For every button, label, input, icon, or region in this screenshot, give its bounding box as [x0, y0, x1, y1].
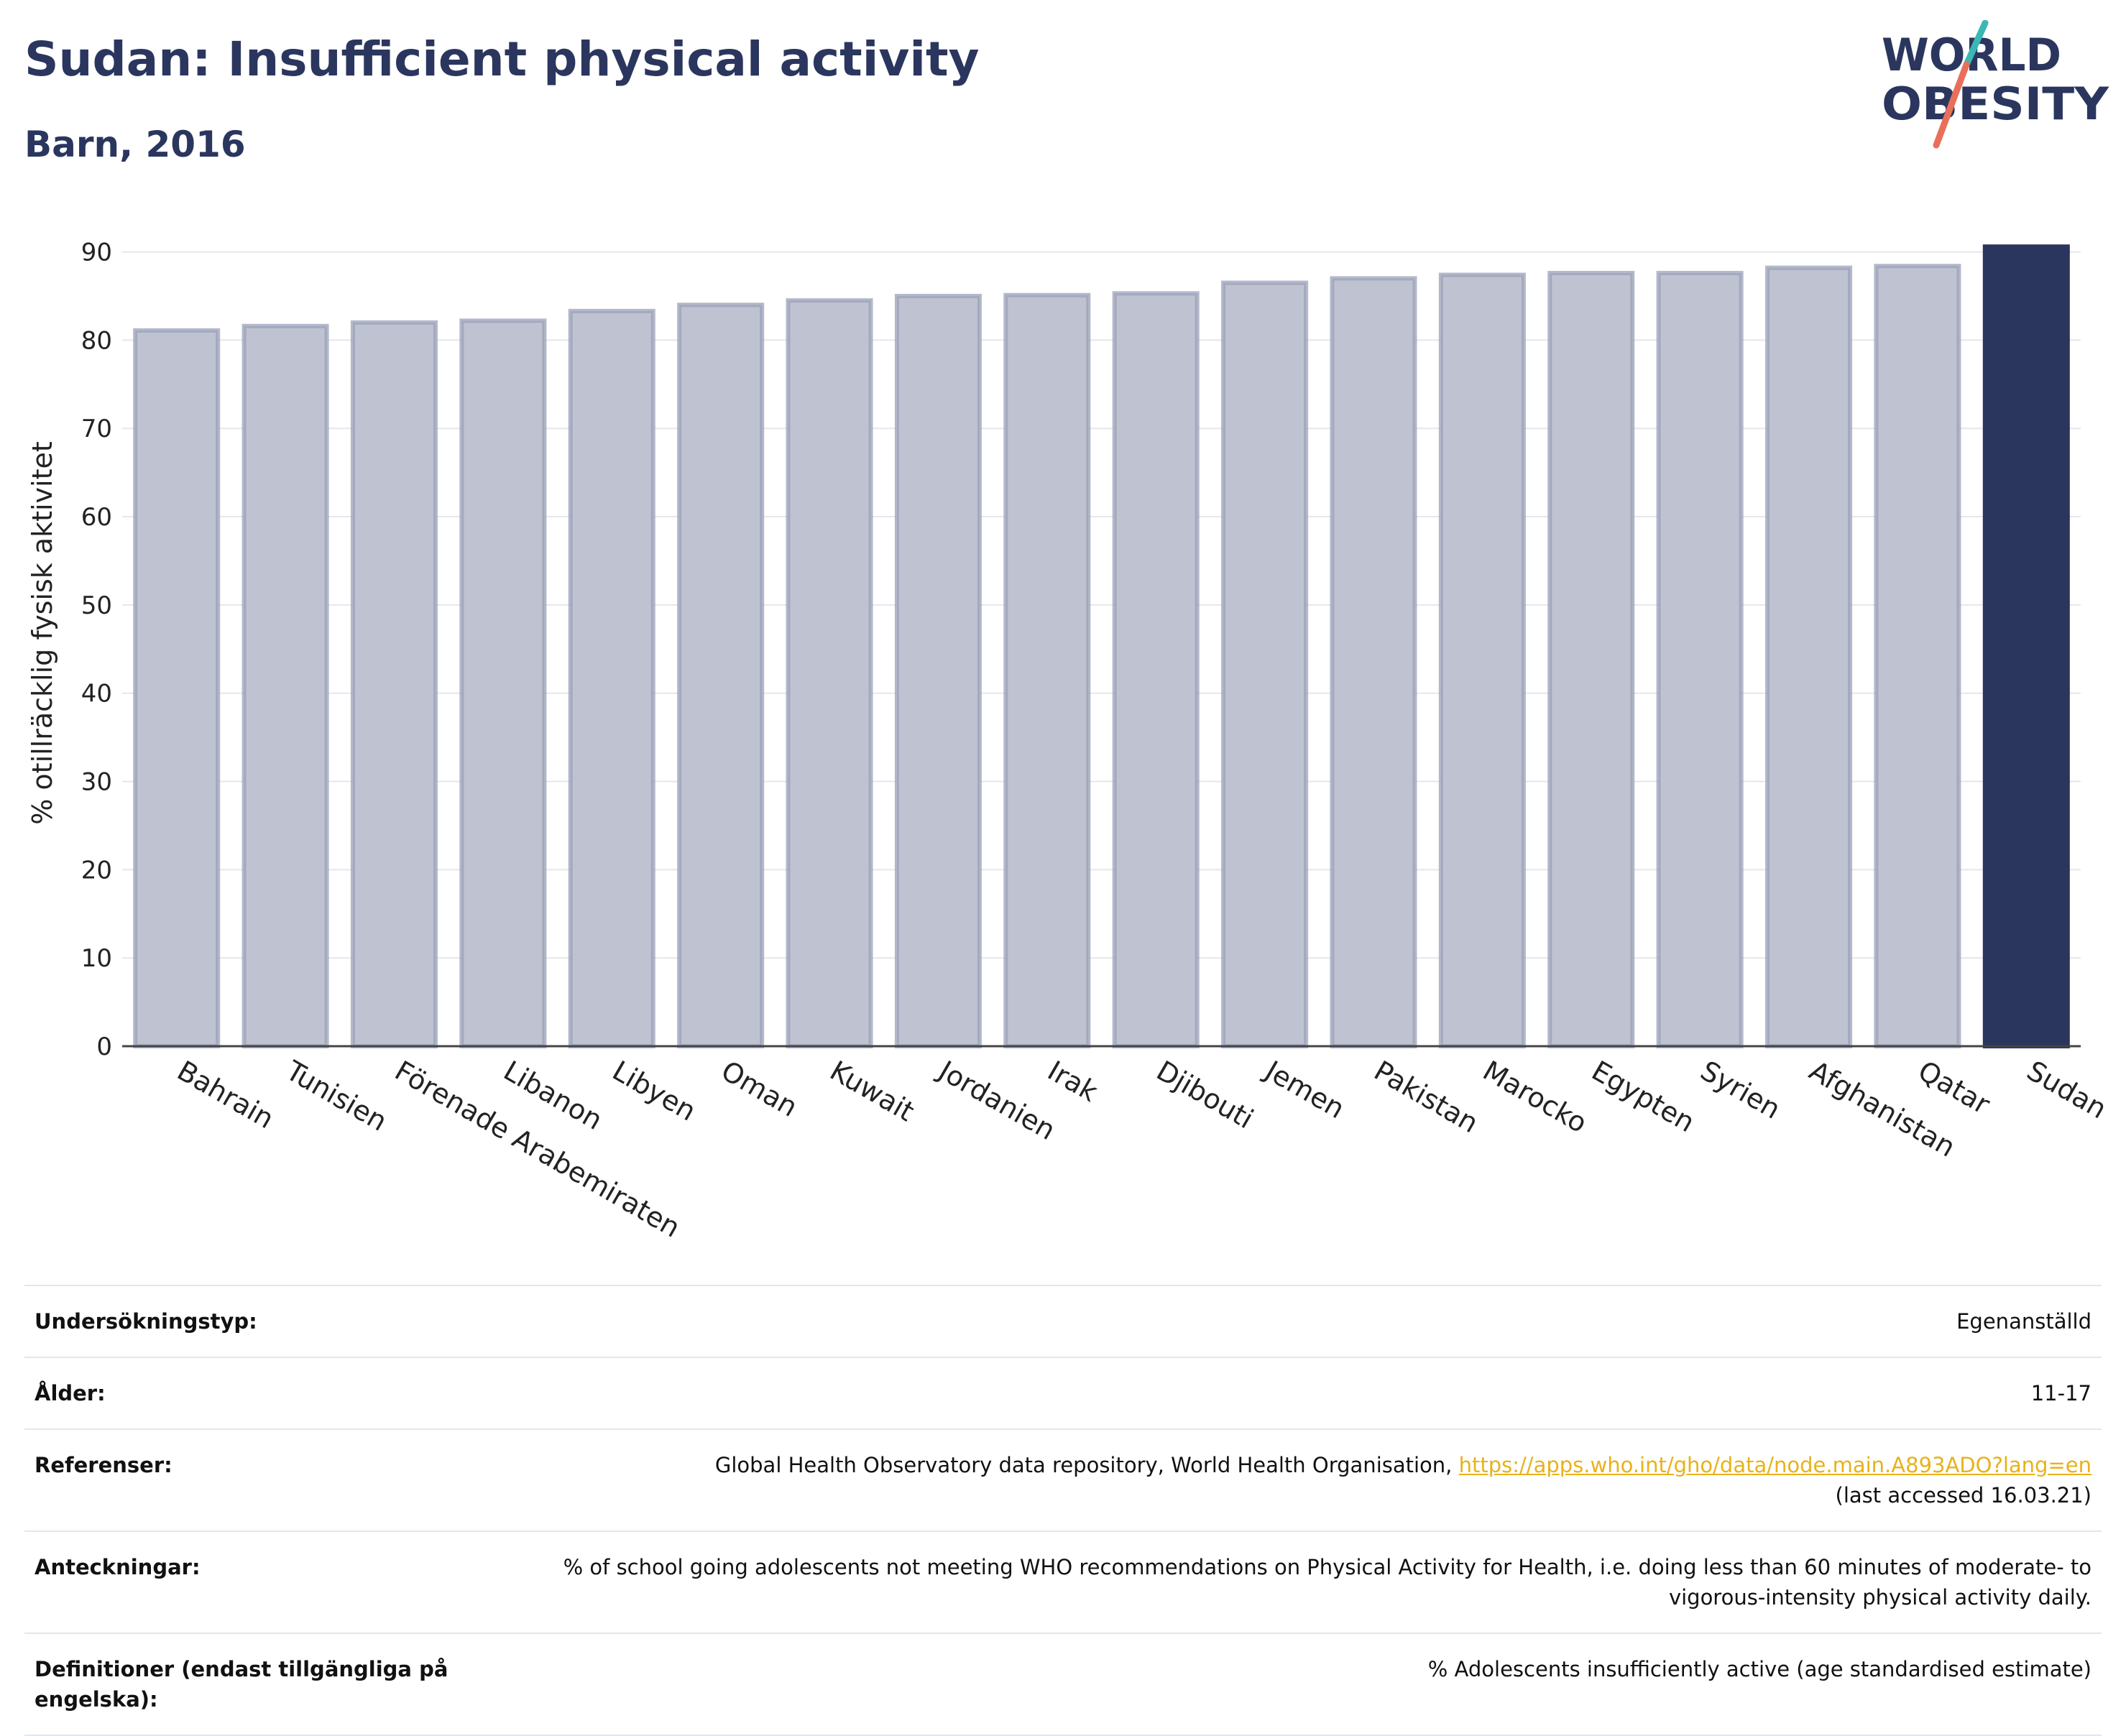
meta-value: 11-17: [2030, 1381, 2092, 1406]
logo-line-2: OBESITY: [1882, 78, 2109, 130]
x-tick-label: Qatar: [1913, 1055, 1995, 1121]
reference-link[interactable]: https://apps.who.int/gho/data/node.main.…: [1458, 1453, 2092, 1478]
reference-text: Global Health Observatory data repositor…: [714, 1453, 1459, 1478]
bar-irak: [1003, 292, 1091, 1048]
meta-row-definitions: Definitioner (endast tillgängliga på eng…: [24, 1633, 2102, 1736]
x-tick-label: Oman: [716, 1055, 803, 1123]
logo-slash-coral: [1933, 61, 1970, 149]
bar-egypten: [1547, 271, 1635, 1049]
x-tick-label: Irak: [1042, 1055, 1103, 1108]
bar-sudan: [1982, 244, 2070, 1048]
y-axis-title: % otillräcklig fysisk aktivitet: [27, 441, 58, 825]
meta-key: Undersökningstyp:: [34, 1309, 257, 1334]
x-tick-label: Marocko: [1478, 1055, 1593, 1140]
y-tick-label: 30: [81, 768, 112, 797]
bar-oman: [677, 303, 765, 1048]
bar-qatar: [1874, 264, 1961, 1048]
y-tick-label: 50: [81, 591, 112, 620]
bar-afghanistan: [1765, 265, 1853, 1048]
bar-djibouti: [1112, 291, 1200, 1049]
chart-subtitle: Barn, 2016: [24, 124, 246, 165]
y-tick-label: 10: [81, 944, 112, 973]
x-tick-label: Kuwait: [825, 1055, 920, 1128]
x-tick-label: Djibouti: [1151, 1055, 1259, 1135]
y-tick-label: 70: [81, 415, 112, 443]
bar-jordanien: [894, 293, 982, 1048]
y-tick-label: 60: [81, 503, 112, 532]
bar-bahrain: [133, 328, 221, 1048]
meta-value: % of school going adolescents not meetin…: [563, 1555, 2092, 1610]
bar-chart: 0 10 20 30 40 50 60 70 80 90 Bahrain TunisienFören…: [27, 239, 2112, 1244]
meta-key: Ålder:: [34, 1381, 106, 1406]
y-tick-label: 40: [81, 680, 112, 708]
meta-value: % Adolescents insufficiently active (age…: [1427, 1657, 2092, 1682]
meta-value: Egenanställd: [1956, 1309, 2092, 1334]
x-tick-label: Bahrain: [172, 1055, 279, 1135]
x-tick-label: Libyen: [607, 1055, 701, 1127]
bar-tunisien: [241, 323, 329, 1048]
bars: [133, 244, 2070, 1049]
x-tick-label: Tunisien: [280, 1054, 392, 1137]
metadata-table: Undersökningstyp: Egenanställd Ålder: 11…: [24, 1285, 2102, 1736]
bar-jemen: [1221, 280, 1309, 1049]
x-tick-label: Pakistan: [1368, 1055, 1483, 1140]
chart-title: Sudan: Insufficient physical activity: [24, 32, 980, 87]
bar-libanon: [459, 318, 547, 1048]
bar-pakistan: [1330, 276, 1417, 1048]
y-tick-label: 80: [81, 326, 112, 355]
meta-row-notes: Anteckningar: % of school going adolesce…: [24, 1531, 2102, 1633]
world-obesity-logo: WORLD OBESITY: [1882, 20, 2109, 149]
x-tick-label: Jemen: [1258, 1054, 1350, 1125]
reference-accessed: (last accessed 16.03.21): [1835, 1483, 2092, 1508]
y-tick-label: 90: [81, 239, 112, 267]
y-tick-labels: 0 10 20 30 40 50 60 70 80 90: [81, 239, 112, 1061]
y-tick-label: 0: [96, 1033, 112, 1061]
meta-value: Global Health Observatory data repositor…: [503, 1429, 2102, 1531]
meta-row-survey-type: Undersökningstyp: Egenanställd: [24, 1285, 2102, 1357]
x-tick-label: Sudan: [2022, 1055, 2112, 1125]
meta-row-references: Referenser: Global Health Observatory da…: [24, 1429, 2102, 1531]
meta-key: Definitioner (endast tillgängliga på eng…: [34, 1657, 448, 1712]
bar-marocko: [1438, 272, 1526, 1048]
x-tick-label: Jordanien: [932, 1054, 1061, 1147]
meta-row-age: Ålder: 11-17: [24, 1357, 2102, 1429]
bar-syrien: [1656, 271, 1744, 1049]
logo-slash-teal: [1963, 20, 1989, 68]
bar-libyen: [568, 308, 655, 1048]
meta-key: Referenser:: [34, 1453, 172, 1478]
y-tick-label: 20: [81, 856, 112, 885]
bar-kuwait: [786, 298, 873, 1049]
meta-key: Anteckningar:: [34, 1555, 201, 1580]
bar-förenade-arabemiraten: [350, 320, 438, 1048]
x-tick-label: Syrien: [1695, 1055, 1786, 1125]
x-tick-label: Egypten: [1586, 1055, 1700, 1139]
